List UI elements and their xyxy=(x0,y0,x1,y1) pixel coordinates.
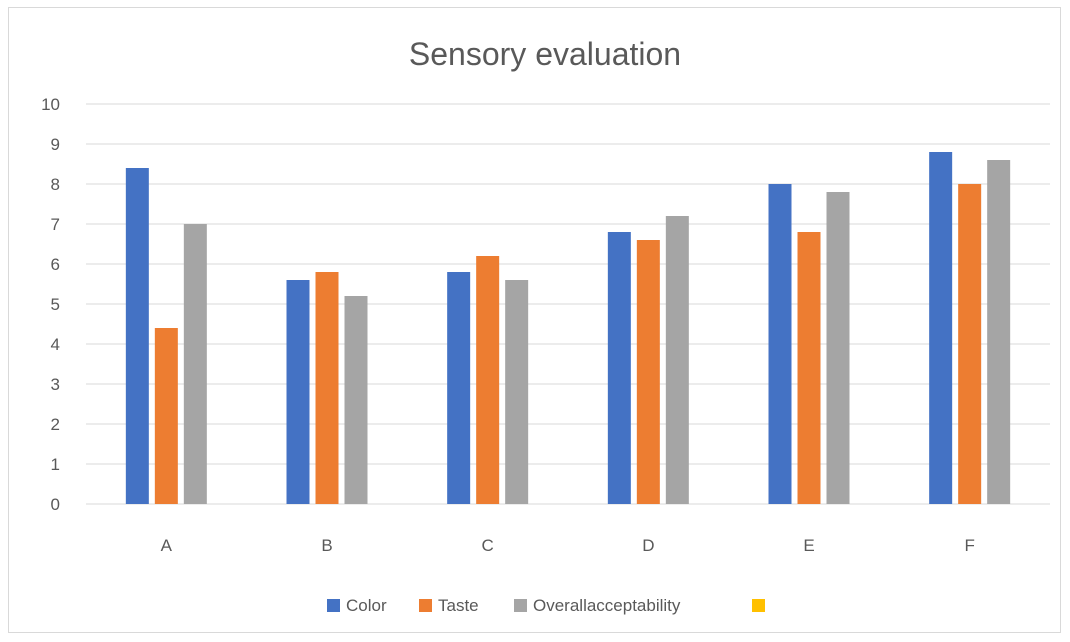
bar-C-taste xyxy=(476,256,500,504)
chart-title: Sensory evaluation xyxy=(409,36,681,72)
bar-E-taste xyxy=(797,232,821,504)
y-tick-label: 7 xyxy=(51,215,60,234)
bars xyxy=(125,152,1011,504)
y-tick-label: 5 xyxy=(51,295,60,314)
y-axis-tick-labels: 0 1 2 3 4 5 6 7 8 9 10 xyxy=(41,95,60,514)
y-tick-label: 8 xyxy=(51,175,60,194)
legend-swatch xyxy=(327,599,340,612)
x-tick-label: F xyxy=(964,536,974,555)
y-tick-label: 0 xyxy=(51,495,60,514)
bar-F-taste xyxy=(958,184,982,504)
y-tick-label: 3 xyxy=(51,375,60,394)
bar-C-overallacceptability xyxy=(505,280,529,504)
x-axis-tick-labels: A B C D E F xyxy=(161,536,975,555)
bar-D-color xyxy=(607,232,631,504)
bar-B-taste xyxy=(315,272,339,504)
x-tick-label: B xyxy=(321,536,332,555)
bar-F-color xyxy=(929,152,953,504)
bar-E-color xyxy=(768,184,792,504)
bar-A-color xyxy=(125,168,149,504)
legend-label: Overallacceptability xyxy=(533,596,681,615)
legend: Color Taste Overallacceptability xyxy=(327,596,765,615)
x-tick-label: E xyxy=(803,536,814,555)
legend-swatch xyxy=(514,599,527,612)
y-tick-label: 6 xyxy=(51,255,60,274)
bar-C-color xyxy=(447,272,471,504)
legend-label: Taste xyxy=(438,596,479,615)
bar-D-overallacceptability xyxy=(665,216,689,504)
chart-frame xyxy=(8,7,1061,633)
y-tick-label: 9 xyxy=(51,135,60,154)
y-tick-label: 1 xyxy=(51,455,60,474)
gridlines xyxy=(86,103,1050,505)
bar-F-overallacceptability xyxy=(987,160,1011,504)
bar-A-taste xyxy=(154,328,178,504)
y-tick-label: 4 xyxy=(51,335,60,354)
bar-B-overallacceptability xyxy=(344,296,368,504)
y-tick-label: 2 xyxy=(51,415,60,434)
legend-swatch xyxy=(419,599,432,612)
x-tick-label: D xyxy=(642,536,654,555)
bar-E-overallacceptability xyxy=(826,192,850,504)
y-tick-label: 10 xyxy=(41,95,60,114)
bar-D-taste xyxy=(636,240,660,504)
x-tick-label: C xyxy=(482,536,494,555)
legend-label: Color xyxy=(346,596,387,615)
bar-A-overallacceptability xyxy=(183,224,207,504)
legend-swatch xyxy=(752,599,765,612)
bar-B-color xyxy=(286,280,310,504)
x-tick-label: A xyxy=(161,536,173,555)
